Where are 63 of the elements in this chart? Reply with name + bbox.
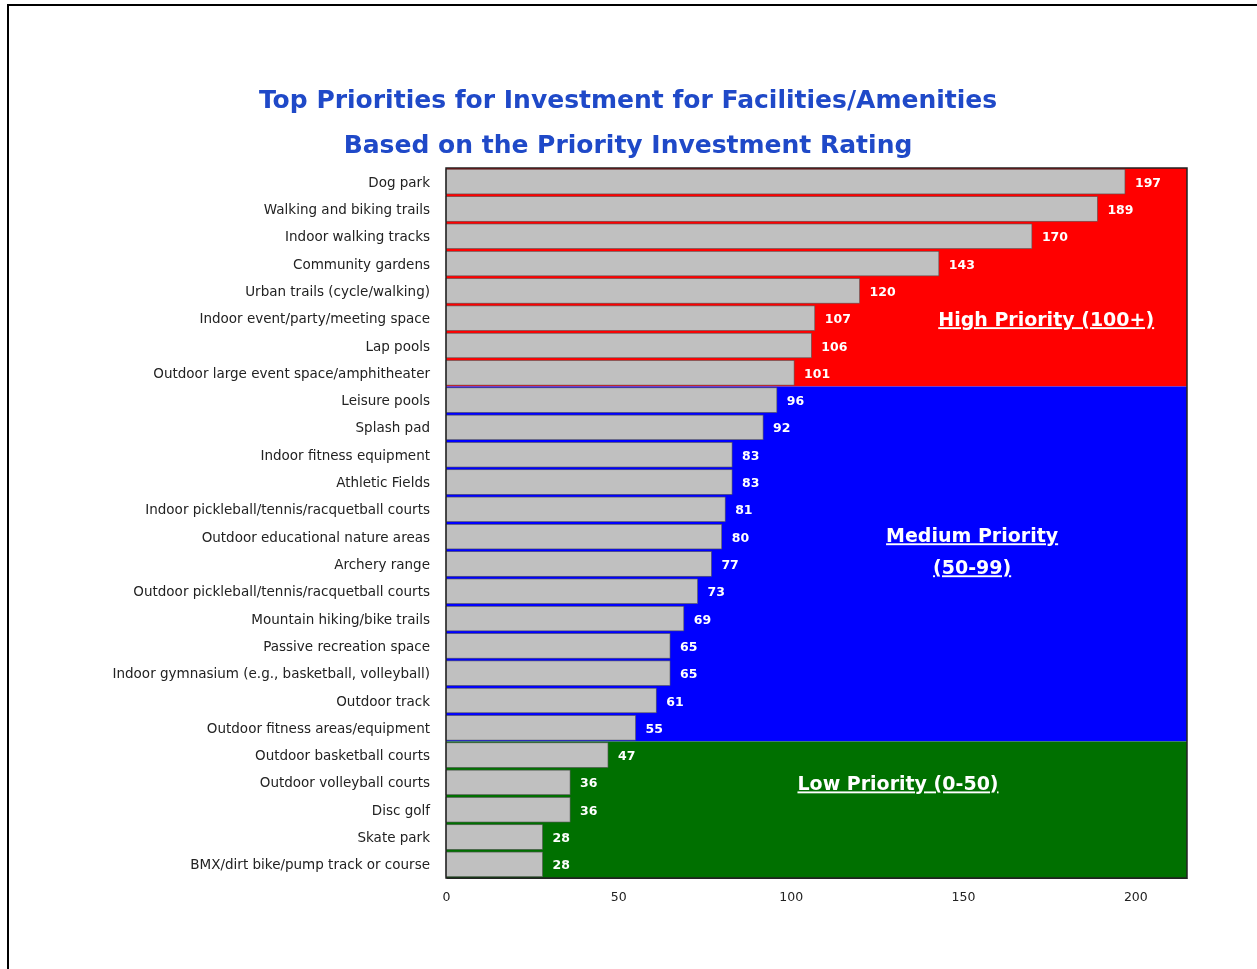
band-label: High Priority (100+)	[938, 308, 1155, 331]
x-tick-label: 150	[951, 888, 976, 904]
data-label: 83	[742, 447, 760, 463]
data-label: 61	[666, 693, 684, 709]
x-tick-label: 200	[1123, 888, 1148, 904]
y-tick-label: Leisure pools	[341, 392, 430, 409]
data-label: 65	[680, 666, 698, 682]
x-tick-label: 100	[779, 888, 804, 904]
data-label: 28	[552, 857, 570, 873]
y-tick-label: Disc golf	[371, 801, 432, 818]
data-label: 107	[824, 311, 851, 327]
data-label: 73	[707, 584, 725, 600]
data-label: 189	[1107, 201, 1134, 217]
y-tick-label: Indoor pickleball/tennis/racquetball courts	[145, 501, 430, 518]
y-tick-label: Mountain hiking/bike trails	[251, 610, 430, 627]
bar	[445, 687, 657, 714]
y-tick-label: Outdoor volleyball courts	[259, 774, 430, 791]
y-tick-label: Outdoor educational nature areas	[201, 528, 430, 545]
data-label: 77	[721, 556, 739, 572]
y-tick-label: Athletic Fields	[336, 474, 430, 491]
data-label: 120	[869, 283, 896, 299]
data-label: 47	[617, 748, 636, 764]
bar	[445, 332, 812, 359]
band-label: Medium Priority (50-99)	[886, 524, 1059, 579]
y-tick-label: Skate park	[357, 829, 431, 846]
data-label: 92	[773, 420, 791, 436]
y-tick-label: Outdoor basketball courts	[255, 747, 430, 764]
data-label: 65	[680, 638, 698, 654]
data-label: 83	[742, 475, 760, 491]
y-tick-label: Indoor fitness equipment	[260, 446, 430, 463]
y-tick-label: BMX/dirt bike/pump track or course	[190, 856, 430, 873]
y-tick-label: Dog park	[368, 173, 431, 190]
data-label: 96	[786, 393, 805, 409]
y-tick-label: Outdoor pickleball/tennis/racquetball courts	[133, 583, 430, 600]
data-label: 80	[731, 529, 750, 545]
x-tick-label: 0	[442, 888, 451, 904]
y-tick-label: Indoor event/party/meeting space	[199, 310, 430, 327]
y-tick-label: Archery range	[334, 555, 430, 572]
y-tick-label: Indoor gymnasium (e.g., basketball, volleyball)	[112, 665, 430, 682]
x-tick-label: 50	[610, 888, 627, 904]
data-label: 28	[552, 830, 570, 846]
y-tick-label: Passive recreation space	[263, 637, 430, 654]
data-label: 170	[1041, 229, 1069, 245]
y-tick-label: Outdoor fitness areas/equipment	[206, 719, 430, 736]
data-label: 143	[948, 256, 975, 272]
y-tick-label: Walking and biking trails	[263, 200, 430, 217]
y-tick-label: Urban trails (cycle/walking)	[245, 282, 430, 299]
y-tick-label: Community gardens	[292, 255, 430, 272]
y-tick-label: Lap pools	[365, 337, 430, 354]
data-label: 69	[693, 611, 712, 627]
y-tick-label: Outdoor large event space/amphitheater	[153, 364, 431, 381]
data-label: 81	[735, 502, 753, 518]
data-label: 197	[1134, 174, 1162, 190]
band-label: Low Priority (0-50)	[797, 772, 999, 795]
y-tick-label: Outdoor track	[336, 692, 431, 709]
data-label: 36	[580, 775, 598, 791]
chart-title: Top Priorities for Investment for Facilities/Amenities Based on the Priority Investment Rating	[258, 85, 998, 159]
y-tick-label: Indoor walking tracks	[285, 228, 430, 245]
y-tick-label: Splash pad	[355, 419, 430, 436]
data-label: 36	[580, 802, 598, 818]
data-label: 55	[645, 720, 663, 736]
data-label: 106	[821, 338, 848, 354]
data-label: 101	[804, 365, 831, 381]
